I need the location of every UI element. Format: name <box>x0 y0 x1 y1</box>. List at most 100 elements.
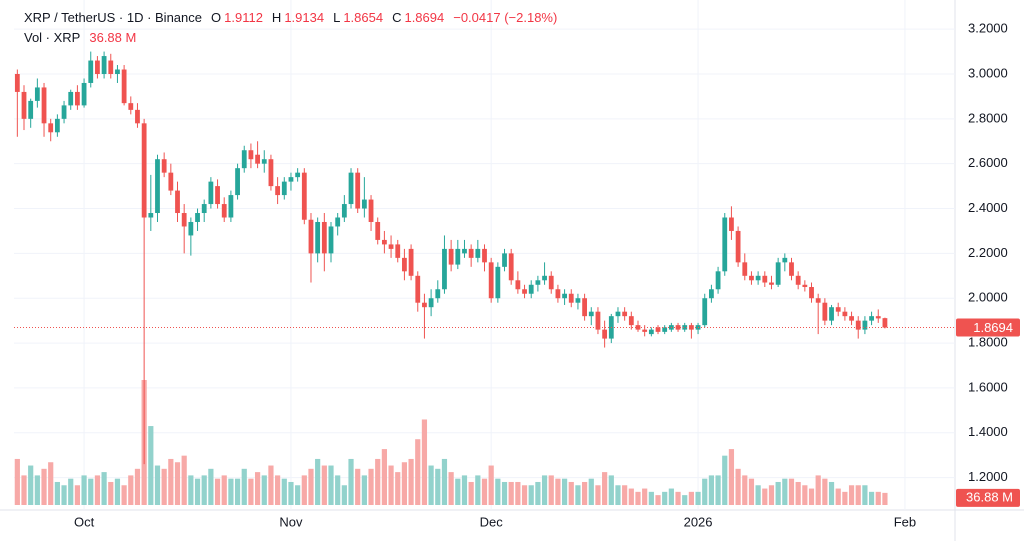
volume-bar <box>688 491 694 505</box>
volume-bar <box>635 491 641 505</box>
volume-bar <box>321 465 327 505</box>
candle-body <box>375 221 381 240</box>
y-tick-label: 3.0000 <box>968 65 1008 80</box>
volume-bar <box>241 468 247 505</box>
volume-bar <box>248 478 254 505</box>
volume-bar <box>435 468 441 505</box>
x-tick-label: Feb <box>894 514 916 529</box>
candle-body <box>355 172 361 209</box>
candle-body <box>195 213 200 222</box>
last-price-box <box>956 318 1020 337</box>
candle-body <box>155 159 160 214</box>
volume-bar <box>775 481 781 505</box>
volume-bar <box>882 492 888 505</box>
volume-bar <box>461 475 468 505</box>
volume-bar <box>148 426 154 505</box>
candle-body <box>61 105 67 119</box>
volume-bar <box>388 465 394 505</box>
candle-body <box>14 73 20 92</box>
candle-body <box>188 221 194 236</box>
volume-bar <box>214 478 221 505</box>
candle-body <box>795 275 801 285</box>
volume-bar <box>828 481 835 505</box>
volume-bar <box>355 468 361 505</box>
volume-bar <box>508 481 514 505</box>
volume-label-box <box>956 488 1020 507</box>
candle-body <box>301 172 307 220</box>
volume-bar <box>168 458 174 505</box>
volume-bar <box>481 478 488 505</box>
candle-body <box>722 217 728 272</box>
candle-body <box>181 213 187 227</box>
volume-bar <box>408 458 414 505</box>
candle-body <box>168 172 174 191</box>
candle-body <box>101 56 107 74</box>
volume-bar <box>41 468 47 505</box>
candle-body <box>115 69 120 74</box>
candle-body <box>208 181 214 205</box>
volume-bar <box>421 419 428 505</box>
change: −0.0417 (−2.18%) <box>453 10 558 25</box>
volume-bar <box>201 475 207 505</box>
volume-bar <box>268 465 274 505</box>
volume-bar <box>762 488 768 505</box>
candle-body <box>248 150 254 160</box>
volume-bar <box>61 485 67 505</box>
volume-bar <box>662 491 668 505</box>
volume-bar <box>875 491 881 505</box>
candle-body <box>315 221 321 254</box>
candle-body <box>488 262 494 299</box>
candle-body <box>682 325 688 330</box>
volume-bar <box>561 478 568 505</box>
volume-bar <box>642 488 648 505</box>
volume-bar <box>848 485 855 505</box>
candle-body <box>775 262 781 285</box>
y-tick-label: 1.8000 <box>968 335 1008 350</box>
low-value: 1.8654 <box>343 10 384 25</box>
candle-body <box>321 221 327 254</box>
candle-body <box>68 91 74 106</box>
volume-bar <box>174 462 181 505</box>
candle-body <box>402 257 407 272</box>
low-label: L <box>333 10 341 25</box>
candle-body <box>515 280 521 290</box>
candle-body <box>882 318 888 328</box>
volume-bar <box>134 468 141 505</box>
volume-bar <box>868 491 875 505</box>
volume-legend: Vol · XRP 36.88 M <box>24 30 142 45</box>
candle-body <box>602 329 608 339</box>
volume-bar <box>401 462 408 505</box>
volume-bar <box>582 481 588 505</box>
candle-body <box>48 123 54 133</box>
candle-body <box>21 91 27 119</box>
volume-bar <box>108 481 114 505</box>
volume-bar <box>742 475 748 505</box>
candle-body <box>662 327 668 332</box>
candle-body <box>769 282 774 285</box>
close-value: 1.8694 <box>404 10 445 25</box>
candle-body <box>141 123 147 218</box>
candle-body <box>348 172 354 205</box>
volume-bar <box>428 465 434 505</box>
candle-body <box>715 271 721 290</box>
volume-bar <box>341 485 347 505</box>
volume-bar <box>528 485 534 505</box>
volume-bar <box>21 475 27 505</box>
volume-bar <box>188 475 194 505</box>
volume-bar <box>254 472 261 505</box>
x-tick-label: 2026 <box>684 514 713 529</box>
volume-bar <box>655 495 661 505</box>
volume-bar <box>375 458 381 505</box>
y-tick-label: 2.2000 <box>968 245 1008 260</box>
candle-body <box>568 293 574 303</box>
candle-body <box>508 253 514 281</box>
volume-bar <box>501 481 508 505</box>
candle-body <box>108 60 114 74</box>
volume-bar <box>295 485 301 505</box>
candle-body <box>555 289 561 299</box>
volume-bar <box>101 472 107 505</box>
volume-bar <box>595 485 601 505</box>
close-label: C <box>392 10 402 25</box>
candle-body <box>228 195 234 218</box>
